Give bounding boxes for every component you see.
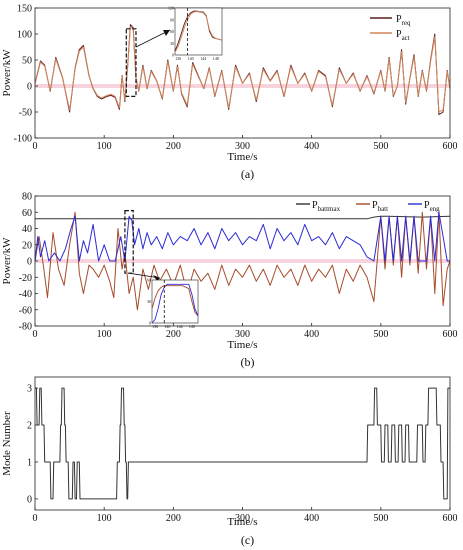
x-tick-label: 400 (304, 141, 319, 152)
legend-label-P_eng: Peng (424, 200, 440, 213)
series-line-mode (35, 387, 450, 500)
series-line-P_eng (34, 211, 450, 262)
legend-subscript: act (402, 34, 410, 42)
legend-subscript: batt (378, 205, 389, 213)
inset-frame (151, 279, 199, 324)
panel-a-chart: 0 100 200 300 400 500 600-100-50050100150Time/… (1, 4, 458, 182)
inset-y-tick-label: 60 (147, 278, 151, 283)
inset-x-tick-label: 136 (175, 56, 181, 61)
x-tick-label: 600 (443, 513, 458, 524)
panel-caption: (c) (241, 533, 254, 547)
legend-subscript: eng (430, 205, 441, 213)
y-tick-label: 150 (17, 4, 32, 15)
y-tick-label: 80 (22, 192, 32, 203)
y-tick-label: 20 (22, 240, 32, 251)
y-axis-label: Power/kW (1, 237, 13, 285)
x-tick-label: 300 (235, 513, 250, 524)
panel-b-chart: 0 100 200 300 400 500 600-80-60-40-20020406080… (1, 192, 458, 370)
x-tick-label: 500 (373, 513, 388, 524)
y-tick-label: -80 (19, 322, 32, 333)
legend-label-P_act: Pact (396, 29, 410, 42)
y-tick-label: 50 (22, 56, 32, 67)
x-tick-label: 100 (97, 141, 112, 152)
inset-x-tick-label: 140 (188, 56, 194, 61)
x-tick-label: 300 (235, 329, 250, 340)
y-tick-label: 0 (27, 82, 32, 93)
inset-series-line (151, 283, 199, 324)
x-axis-label: Time/s (227, 151, 257, 163)
zoom-arrow (135, 29, 171, 48)
y-tick-label: -60 (19, 305, 32, 316)
inset-y-tick-label: 30 (147, 299, 151, 304)
x-tick-label: 200 (166, 513, 181, 524)
legend-label-P_req: Preq (396, 14, 411, 27)
inset-x-tick-label: 148 (213, 56, 219, 61)
y-tick-label: 1 (27, 457, 32, 468)
inset-x-tick-label: 140 (164, 324, 170, 329)
inset-y-tick-label: 0 (172, 53, 174, 58)
x-tick-label: 100 (97, 329, 112, 340)
y-tick-label: 0 (27, 257, 32, 268)
inset-x-tick-label: 144 (177, 324, 183, 329)
y-tick-label: 0 (27, 494, 32, 505)
x-axis-label: Time/s (227, 339, 257, 351)
y-tick-label: -20 (19, 273, 32, 284)
x-tick-label: 0 (33, 513, 38, 524)
inset-y-tick-label: 60 (170, 29, 174, 34)
y-tick-label: 3 (27, 384, 32, 395)
inset-y-tick-label: 90 (170, 17, 174, 22)
inset-x-tick-label: 144 (200, 56, 206, 61)
x-tick-label: 200 (166, 329, 181, 340)
inset-y-tick-label: 30 (170, 41, 174, 46)
legend-subscript: req (402, 19, 411, 27)
series-line-P_act (34, 26, 451, 113)
y-axis-label: Mode Number (1, 411, 13, 476)
legend-label-P_batt: Pbatt (372, 200, 388, 213)
y-tick-label: -40 (19, 289, 32, 300)
x-tick-label: 300 (235, 141, 250, 152)
y-tick-label: -50 (19, 108, 32, 119)
inset-y-tick-label: 0 (149, 321, 151, 326)
zoom-arrowhead (153, 275, 160, 281)
legend-label-P_battmax: Pbattmax (312, 200, 341, 213)
zoom-arrowhead (163, 30, 170, 36)
y-tick-label: 2 (27, 421, 32, 432)
y-tick-label: 60 (22, 208, 32, 219)
legend-subscript: battmax (318, 205, 341, 213)
x-tick-label: 200 (166, 141, 181, 152)
inset-y-tick-label: 120 (168, 6, 174, 11)
x-tick-label: 0 (33, 141, 38, 152)
y-tick-label: 100 (17, 30, 32, 41)
x-tick-label: 500 (373, 141, 388, 152)
x-tick-label: 400 (304, 329, 319, 340)
zoom-box (125, 28, 137, 97)
series-line-P_battmax (35, 215, 451, 220)
x-axis-label: Time/s (227, 516, 257, 528)
x-tick-label: 600 (443, 329, 458, 340)
panel-caption: (b) (241, 355, 255, 369)
series-line-P_batt (34, 211, 451, 311)
panel-caption: (a) (241, 167, 254, 181)
inset-series-line (151, 285, 199, 317)
inset-x-tick-label: 148 (189, 324, 195, 329)
x-tick-label: 100 (97, 513, 112, 524)
inset-series-line (174, 11, 223, 53)
y-tick-label: 40 (22, 224, 32, 235)
x-tick-label: 400 (304, 513, 319, 524)
x-tick-label: 600 (443, 141, 458, 152)
inset-x-tick-label: 136 (152, 324, 158, 329)
x-tick-label: 0 (33, 329, 38, 340)
x-tick-label: 500 (373, 329, 388, 340)
y-tick-label: -100 (14, 134, 32, 145)
panel-c-chart: 0 100 200 300 400 500 600 0 1 2 3 Time/s Mode Number… (1, 376, 458, 547)
y-axis-label: Power/kW (1, 49, 13, 97)
